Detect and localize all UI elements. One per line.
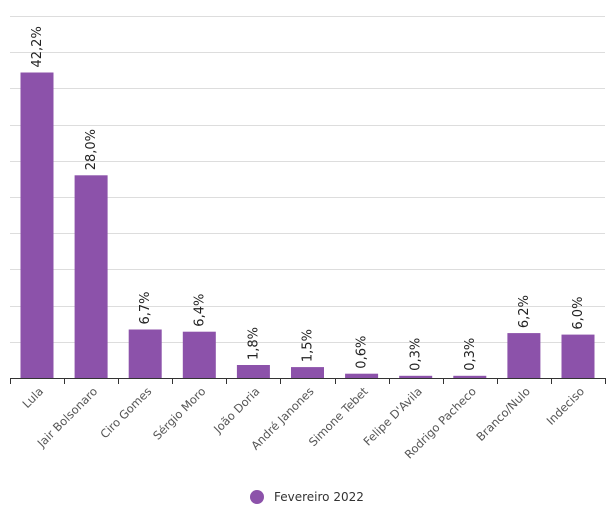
legend-marker: [250, 490, 264, 504]
data-label: 6,7%: [138, 291, 153, 324]
legend[interactable]: Fevereiro 2022: [250, 490, 364, 504]
data-label: 1,5%: [301, 329, 316, 362]
bar[interactable]: [20, 72, 54, 379]
data-label: 6,2%: [517, 295, 532, 328]
data-label: 0,6%: [355, 336, 370, 369]
data-label: 0,3%: [409, 338, 424, 371]
bar[interactable]: [507, 333, 541, 378]
bar[interactable]: [128, 329, 162, 379]
category-label: Ciro Gomes: [97, 384, 154, 441]
data-labels: 42,2% 28,0% 6,7% 6,4% 1,8% 1,5% 0,6% 0,3% 0,3% 6,…: [30, 26, 586, 371]
category-label: Lula: [19, 384, 46, 411]
bar[interactable]: [291, 367, 324, 378]
category-label: Sérgio Moro: [150, 384, 208, 442]
bar[interactable]: [345, 373, 379, 378]
bar[interactable]: [236, 365, 270, 378]
category-label: Indeciso: [544, 384, 588, 428]
gridlines: [10, 16, 605, 343]
data-label: 1,8%: [246, 327, 261, 360]
data-label: 28,0%: [84, 129, 99, 170]
bar[interactable]: [182, 331, 216, 378]
bars: [20, 72, 595, 379]
category-label: João Doria: [210, 384, 262, 436]
legend-label: Fevereiro 2022: [274, 490, 364, 504]
data-label: 6,0%: [571, 297, 586, 330]
bar[interactable]: [561, 334, 595, 378]
x-axis-ticks: [10, 378, 606, 384]
data-label: 6,4%: [192, 294, 207, 327]
bar[interactable]: [399, 375, 433, 378]
bar[interactable]: [453, 375, 487, 378]
data-label: 0,3%: [463, 338, 478, 371]
data-label: 42,2%: [30, 26, 45, 67]
bar[interactable]: [74, 175, 108, 378]
category-label: Branco/Nulo: [473, 384, 533, 444]
